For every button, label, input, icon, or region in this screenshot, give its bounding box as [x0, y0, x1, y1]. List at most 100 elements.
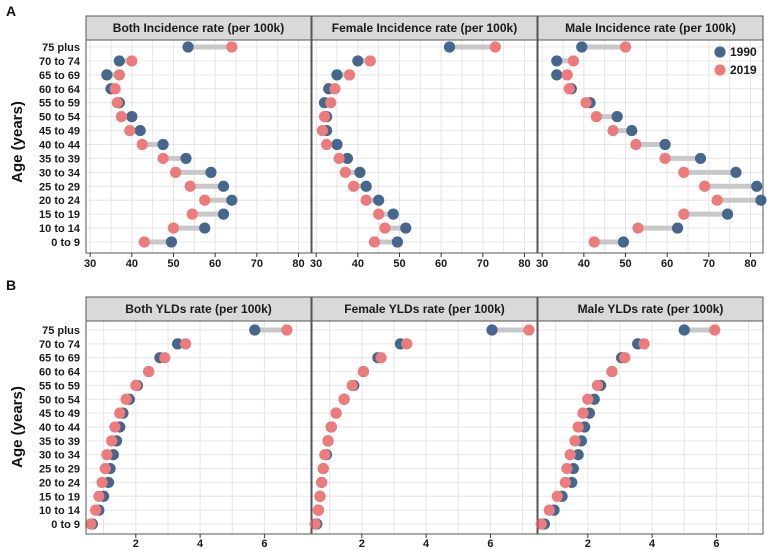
point-1990: [226, 194, 238, 206]
point-2019: [346, 379, 358, 392]
point-2019: [373, 208, 385, 220]
point-2019: [343, 69, 356, 81]
point-1990: [678, 324, 690, 336]
point-1990: [721, 208, 734, 220]
point-1990: [391, 236, 404, 248]
point-2019: [226, 41, 238, 53]
y-tick-label: 35 to 39: [39, 436, 80, 448]
y-tick-label: 65 to 69: [39, 70, 80, 82]
y-tick-label: 15 to 19: [39, 491, 80, 503]
legend-label-1990: 1990: [730, 45, 757, 59]
point-2019: [582, 393, 594, 405]
point-2019: [699, 180, 711, 192]
y-tick-label: 60 to 64: [39, 84, 81, 96]
point-2019: [559, 476, 571, 489]
y-tick-label: 25 to 29: [39, 181, 80, 193]
point-2019: [124, 124, 136, 137]
legend-key-2019: [714, 64, 726, 76]
point-2019: [126, 55, 138, 67]
point-2019: [325, 421, 337, 433]
panel-border: [537, 39, 764, 254]
point-1990: [360, 180, 372, 192]
point-2019: [588, 236, 600, 248]
facet-title: Both YLDs rate (per 100k): [125, 302, 272, 316]
point-1990: [199, 222, 211, 234]
facet-title: Female YLDs rate (per 100k): [344, 302, 505, 316]
point-2019: [316, 476, 328, 489]
y-tick-label: 75 plus: [42, 42, 80, 54]
point-2019: [111, 97, 123, 109]
x-tick-label: 70: [703, 258, 715, 270]
point-2019: [551, 490, 563, 502]
legend-key-1990: [714, 46, 726, 58]
point-1990: [352, 55, 364, 67]
point-2019: [320, 138, 333, 151]
facet-strip: [537, 296, 764, 322]
x-tick-label: 4: [649, 538, 656, 550]
y-tick-label: 70 to 74: [39, 56, 81, 68]
point-2019: [138, 236, 150, 248]
y-tick-label: 30 to 34: [39, 450, 81, 462]
point-2019: [114, 407, 126, 419]
panel-letter-a: A: [6, 3, 16, 19]
point-1990: [400, 222, 412, 234]
point-2019: [93, 490, 105, 502]
facet-title: Both Incidence rate (per 100k): [113, 21, 284, 35]
y-tick-label: 20 to 24: [39, 195, 81, 207]
point-2019: [489, 41, 501, 53]
x-tick-label: 50: [393, 258, 405, 270]
point-1990: [730, 166, 742, 178]
point-2019: [401, 338, 413, 350]
point-2019: [606, 365, 618, 378]
x-tick-label: 2: [585, 538, 591, 550]
point-2019: [319, 449, 331, 461]
x-tick-label: 70: [477, 258, 489, 270]
point-1990: [101, 69, 113, 81]
point-1990: [572, 449, 584, 461]
point-1990: [180, 152, 192, 165]
point-1990: [611, 111, 623, 123]
point-1990: [486, 324, 498, 336]
point-2019: [167, 222, 180, 234]
point-2019: [360, 194, 372, 206]
point-2019: [325, 97, 337, 109]
point-2019: [619, 41, 632, 53]
point-1990: [443, 41, 456, 53]
panel-border: [85, 39, 312, 254]
point-2019: [322, 435, 334, 447]
facet-strip: [85, 296, 312, 322]
x-tick-label: 4: [423, 538, 430, 550]
x-tick-label: 6: [261, 538, 267, 550]
point-2019: [312, 504, 325, 516]
y-tick-label: 40 to 44: [39, 422, 81, 434]
point-2019: [109, 83, 121, 95]
point-2019: [109, 421, 121, 433]
facet-strip: [311, 296, 538, 322]
x-tick-label: 70: [251, 258, 263, 270]
y-tick-label: 15 to 19: [39, 209, 80, 221]
point-2019: [561, 462, 573, 475]
y-tick-label: 50 to 54: [39, 394, 81, 406]
point-2019: [90, 504, 102, 516]
point-1990: [387, 208, 399, 220]
point-2019: [120, 393, 132, 405]
point-2019: [317, 462, 329, 475]
point-2019: [630, 138, 642, 151]
x-tick-label: 40: [126, 258, 138, 270]
point-2019: [329, 83, 341, 95]
x-tick-label: 60: [661, 258, 673, 270]
x-tick-label: 30: [310, 258, 322, 270]
facet-strip: [537, 15, 764, 41]
point-2019: [591, 379, 604, 392]
point-2019: [678, 208, 690, 220]
y-tick-label: 45 to 49: [39, 126, 80, 138]
x-tick-label: 50: [619, 258, 631, 270]
point-2019: [678, 166, 690, 178]
point-2019: [101, 449, 113, 461]
point-2019: [199, 194, 211, 206]
point-1990: [341, 152, 354, 165]
point-2019: [314, 490, 326, 502]
x-tick-label: 2: [133, 538, 139, 550]
x-tick-label: 80: [518, 258, 530, 270]
